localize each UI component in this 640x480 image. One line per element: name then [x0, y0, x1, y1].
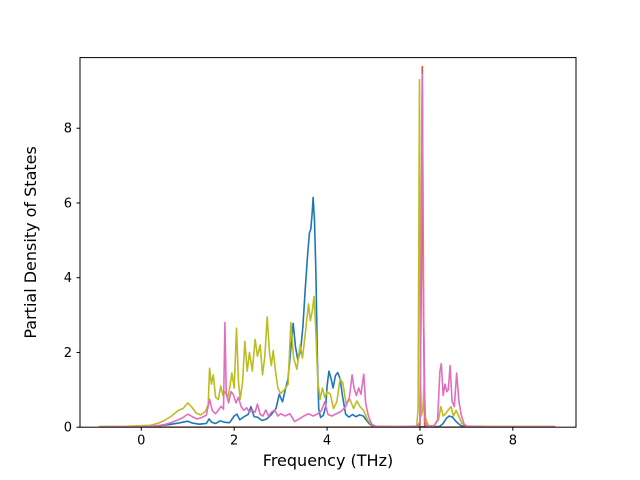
y-tick-label: 2: [64, 346, 72, 361]
y-tick-label: 8: [64, 122, 72, 137]
series-1-blue: [98, 196, 556, 428]
y-axis-label: Partial Density of States: [21, 146, 40, 338]
series-4-pink: [98, 73, 556, 428]
ticks-group: 0 2 4 6 8 0 2 4 6 8: [64, 122, 517, 449]
series-3-olive: [98, 78, 556, 428]
y-tick-label: 0: [64, 421, 72, 436]
axes-spines: [79, 57, 577, 428]
x-tick-label: 2: [230, 434, 238, 449]
y-tick-label: 4: [64, 271, 72, 286]
series-2-orange: [98, 65, 556, 428]
x-tick-label: 8: [509, 434, 517, 449]
x-axis-label: Frequency (THz): [263, 451, 393, 470]
x-tick-label: 0: [137, 434, 145, 449]
x-tick-label: 4: [323, 434, 331, 449]
series-group: [98, 65, 556, 428]
y-tick-label: 6: [64, 196, 72, 211]
x-tick-label: 6: [416, 434, 424, 449]
